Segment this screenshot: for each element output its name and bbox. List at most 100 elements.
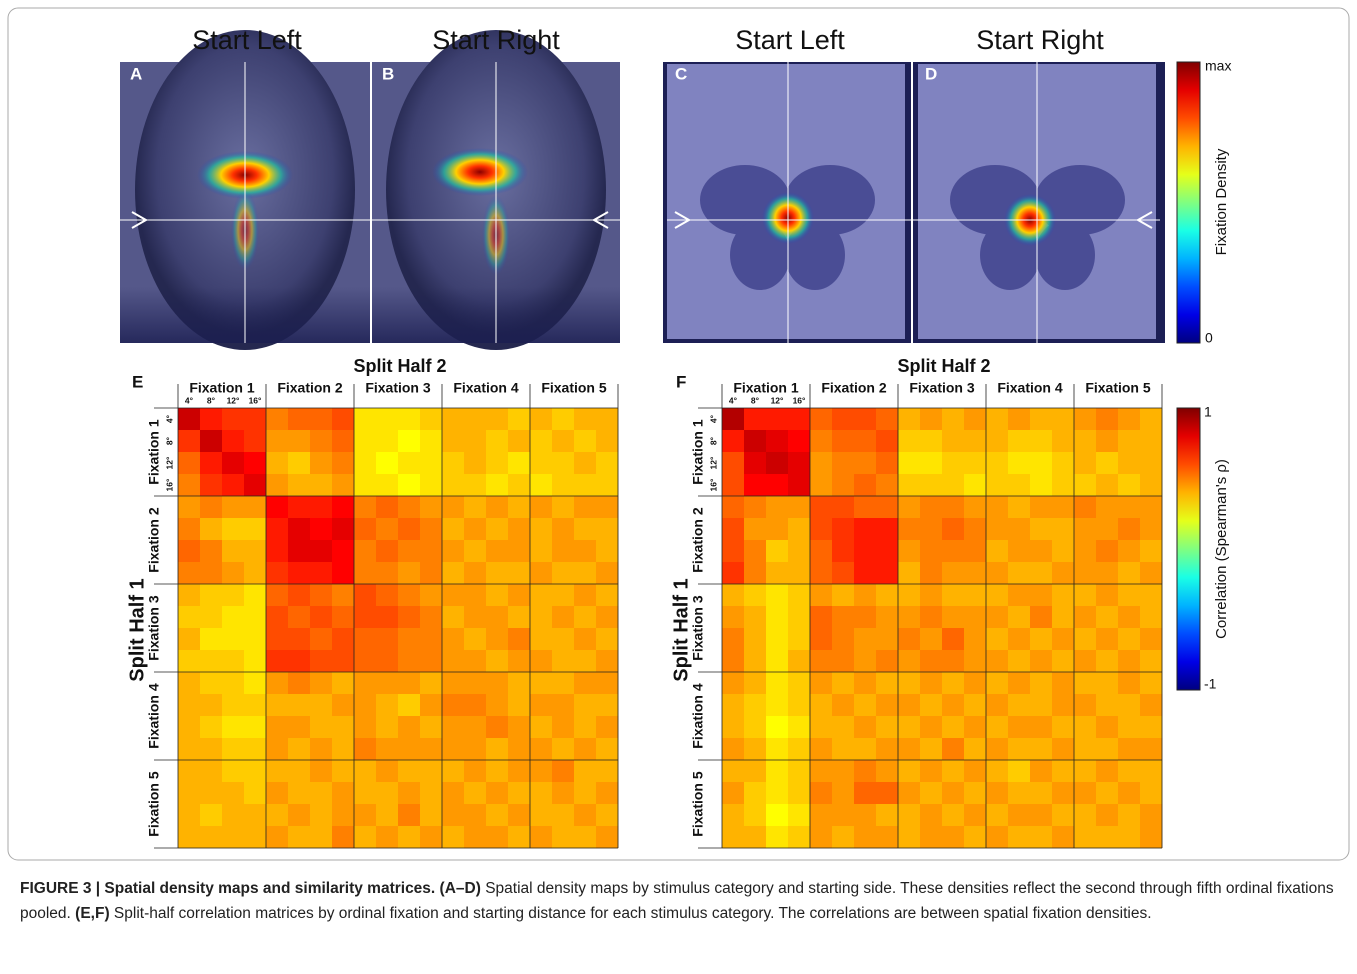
heatmap-cell [788, 804, 811, 827]
heatmap-cell [1008, 650, 1031, 673]
heatmap-cell [420, 408, 443, 431]
heatmap-cell [766, 760, 789, 783]
row-sub-label: 4° [708, 414, 718, 423]
heatmap-cell [788, 562, 811, 585]
heatmap-cell [788, 826, 811, 849]
heatmap-cell [574, 738, 597, 761]
heatmap-cell [376, 518, 399, 541]
heatmap-cell [1008, 452, 1031, 475]
heatmap-cell [464, 738, 487, 761]
heatmap-cell [442, 782, 465, 805]
heatmap-cell [442, 650, 465, 673]
heatmap-cell [442, 628, 465, 651]
heatmap-cell [854, 518, 877, 541]
heatmap-cell [530, 584, 553, 607]
colorbar-title: Correlation (Spearman's ρ) [1213, 459, 1230, 639]
heatmap-cell [508, 540, 531, 563]
heatmap-cell [1030, 826, 1053, 849]
heatmap-cell [486, 540, 509, 563]
row-group-label: Fixation 4 [146, 683, 162, 749]
heatmap-cell [832, 628, 855, 651]
heatmap-cell [310, 782, 333, 805]
heatmap-cell [1052, 628, 1075, 651]
heatmap-cell [942, 584, 965, 607]
heatmap-cell [722, 452, 745, 475]
heatmap-cell [222, 650, 245, 673]
heatmap-cell [552, 694, 575, 717]
heatmap-cell [788, 694, 811, 717]
heatmap-cell [508, 606, 531, 629]
heatmap-cell [508, 826, 531, 849]
heatmap-cell [788, 760, 811, 783]
heatmap-cell [1030, 716, 1053, 739]
heatmap-cell [178, 496, 201, 519]
heatmap-cell [222, 760, 245, 783]
heatmap-cell [1118, 430, 1141, 453]
row-sub-label: 8° [708, 436, 718, 445]
heatmap-cell [244, 672, 267, 695]
heatmap-cell [744, 452, 767, 475]
heatmap-cell [986, 694, 1009, 717]
heatmap-cell [1030, 606, 1053, 629]
heatmap-cell [486, 716, 509, 739]
heatmap-cell [398, 452, 421, 475]
heatmap-cell [1096, 716, 1119, 739]
heatmap-cell [854, 628, 877, 651]
heatmap-cell [832, 430, 855, 453]
heatmap-cell [1008, 738, 1031, 761]
heatmap-cell [1074, 430, 1097, 453]
heatmap-cell [810, 584, 833, 607]
heatmap-cell [722, 804, 745, 827]
heatmap-cell [244, 694, 267, 717]
heatmap-cell [854, 694, 877, 717]
heatmap-cell [486, 452, 509, 475]
heatmap-cell [552, 716, 575, 739]
heatmap-cell [420, 650, 443, 673]
heatmap-cell [222, 430, 245, 453]
heatmap-cell [1030, 760, 1053, 783]
heatmap-cell [442, 584, 465, 607]
heatmap-cell [486, 782, 509, 805]
heatmap-cell [508, 430, 531, 453]
heatmap-cell [530, 540, 553, 563]
heatmap-cell [788, 496, 811, 519]
heatmap-cell [508, 628, 531, 651]
heatmap-cell [552, 606, 575, 629]
heatmap-cell [222, 452, 245, 475]
heatmap-cell [178, 738, 201, 761]
heatmap-cell [854, 826, 877, 849]
heatmap-cell [1030, 496, 1053, 519]
heatmap-cell [986, 452, 1009, 475]
heatmap-cell [1052, 430, 1075, 453]
heatmap-cell [1008, 474, 1031, 497]
heatmap-cell [920, 606, 943, 629]
heatmap-cell [596, 562, 619, 585]
heatmap-cell [744, 606, 767, 629]
heatmap-cell [552, 760, 575, 783]
colorbar-tick-label: -1 [1204, 676, 1217, 692]
heatmap-cell [178, 782, 201, 805]
heatmap-cell [832, 826, 855, 849]
heatmap-cell [1118, 518, 1141, 541]
caption-text: Spatial density maps by stimulus categor… [20, 880, 1334, 922]
heatmap-cell [1052, 738, 1075, 761]
heatmap-cell [1030, 452, 1053, 475]
heatmap-cell [266, 606, 289, 629]
heatmap-cell [222, 694, 245, 717]
heatmap-cell [486, 606, 509, 629]
column-sub-label: 16° [249, 395, 262, 405]
heatmap-cell [420, 452, 443, 475]
heatmap-cell [530, 474, 553, 497]
heatmap-cell [876, 452, 899, 475]
heatmap-cell [788, 430, 811, 453]
heatmap-cell [810, 496, 833, 519]
heatmap-cell [398, 694, 421, 717]
column-group-label: Fixation 3 [365, 380, 431, 396]
heatmap-cell [1052, 826, 1075, 849]
heatmap-cell [722, 606, 745, 629]
heatmap-cell [1140, 562, 1163, 585]
heatmap-cell [266, 584, 289, 607]
heatmap-cell [596, 716, 619, 739]
heatmap-cell [832, 496, 855, 519]
heatmap-cell [964, 716, 987, 739]
